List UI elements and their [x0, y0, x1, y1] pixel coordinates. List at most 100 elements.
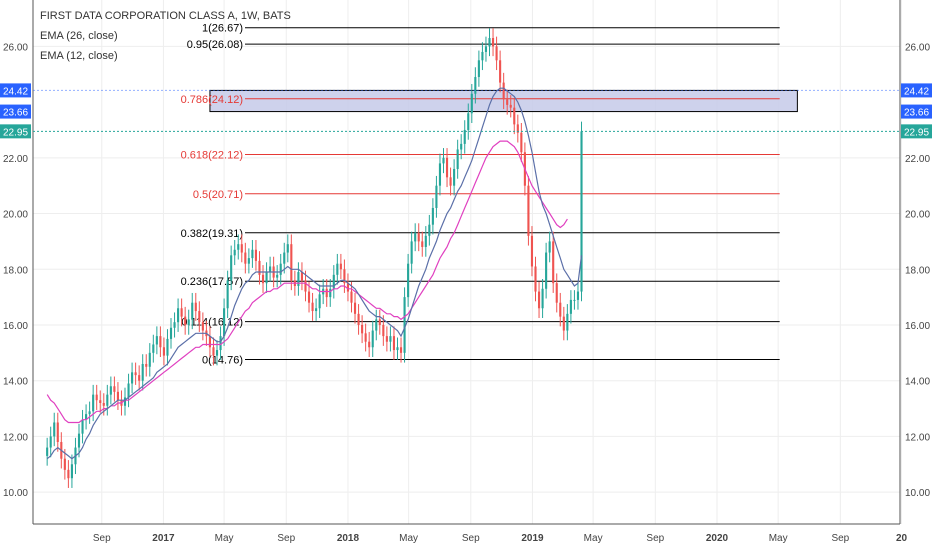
- chart-title: FIRST DATA CORPORATION CLASS A, 1W, BATS: [40, 10, 291, 22]
- x-tick-label: 2018: [337, 533, 360, 544]
- candle-body: [70, 464, 73, 479]
- y-tick-label-right: 16.00: [905, 321, 930, 332]
- candle-body: [251, 249, 254, 259]
- candle-body: [49, 436, 52, 448]
- candle-body: [237, 244, 240, 250]
- candle-body: [315, 308, 318, 312]
- candle-body: [141, 363, 144, 381]
- candle-body: [477, 60, 480, 78]
- candle-body: [371, 330, 374, 348]
- candle-body: [488, 38, 491, 47]
- candle-body: [138, 375, 141, 381]
- candle-body: [95, 394, 98, 401]
- candle-body: [566, 313, 569, 331]
- candle-body: [527, 185, 530, 236]
- y-tick-label-right: 20.00: [905, 210, 930, 221]
- y-tick-label-left: 14.00: [3, 377, 28, 388]
- candle-body: [152, 344, 155, 353]
- candle-body: [353, 302, 357, 314]
- candle-body: [403, 297, 406, 353]
- candle-body: [520, 132, 523, 153]
- fib-label: 0.786(24.12): [181, 94, 243, 106]
- candle-body: [230, 255, 233, 281]
- candle-body: [215, 350, 219, 356]
- candle-body: [467, 113, 470, 130]
- candle-body: [169, 327, 173, 339]
- price-tag-right: 24.42: [904, 86, 929, 97]
- candle-body: [240, 244, 243, 253]
- candle-body: [269, 266, 272, 273]
- fib-label: 0(14.76): [202, 355, 243, 367]
- candle-body: [265, 272, 268, 284]
- y-tick-label-left: 22.00: [3, 154, 28, 165]
- candle-body: [276, 274, 279, 278]
- candle-body: [85, 414, 88, 420]
- candle-body: [435, 185, 438, 208]
- price-tag-right-bg: [901, 124, 932, 139]
- x-tick-label: Sep: [93, 533, 111, 544]
- candles: [46, 28, 583, 488]
- candle-body: [460, 143, 463, 150]
- price-tag-left: 24.42: [3, 86, 28, 97]
- candle-body: [223, 308, 226, 337]
- candle-body: [378, 319, 381, 325]
- candle-body: [81, 419, 84, 434]
- candle-body: [548, 241, 551, 253]
- price-tag-right-bg: [901, 104, 932, 119]
- candle-body: [194, 302, 197, 312]
- candle-body: [219, 336, 222, 351]
- candle-body: [67, 469, 70, 479]
- price-tag-right: 22.95: [904, 127, 929, 138]
- ema-26-line: [46, 140, 568, 424]
- candle-body: [445, 157, 449, 178]
- candle-body: [516, 124, 519, 133]
- candle-body: [106, 394, 109, 406]
- x-tick-label: 2019: [521, 533, 544, 544]
- candle-body: [573, 299, 576, 301]
- candle-body: [290, 244, 293, 281]
- candle-body: [456, 149, 459, 169]
- candle-body: [226, 280, 229, 309]
- y-tick-label-right: 14.00: [905, 377, 930, 388]
- candle-body: [233, 249, 236, 256]
- candle-body: [123, 397, 127, 406]
- candle-body: [162, 347, 165, 356]
- candle-body: [438, 163, 442, 186]
- x-tick-label: May: [769, 533, 788, 544]
- candle-body: [534, 266, 537, 292]
- y-tick-label-left: 12.00: [3, 432, 28, 443]
- fib-label: 0.5(20.71): [193, 189, 243, 201]
- y-tick-label-left: 20.00: [3, 210, 28, 221]
- candle-body: [569, 299, 572, 314]
- candle-body: [361, 324, 364, 334]
- candle-body: [318, 294, 321, 309]
- grid: [33, 0, 903, 524]
- fib-label: 1(26.67): [202, 23, 243, 35]
- candle-body: [442, 157, 445, 164]
- candle-body: [506, 99, 509, 105]
- fib-label: 0.114(16.12): [181, 317, 243, 329]
- candle-body: [92, 394, 95, 412]
- candle-body: [191, 302, 194, 320]
- candle-body: [187, 319, 190, 325]
- price-tag-left-bg: [0, 83, 31, 98]
- candle-body: [88, 411, 91, 415]
- x-tick-label: May: [584, 533, 603, 544]
- candle-body: [109, 386, 112, 395]
- candle-body: [134, 372, 137, 376]
- candle-body: [499, 60, 502, 83]
- candle-body: [145, 363, 148, 367]
- candle-body: [350, 291, 353, 303]
- candle-body: [261, 274, 265, 284]
- candle-body: [343, 269, 346, 284]
- candle-body: [410, 241, 413, 264]
- candle-body: [286, 244, 289, 253]
- fib-label: 0.382(19.31): [181, 228, 243, 240]
- candle-body: [407, 263, 410, 298]
- fib-label: 0.618(22.12): [181, 149, 243, 161]
- candle-body: [396, 347, 399, 351]
- candle-body: [336, 263, 339, 275]
- candle-body: [148, 352, 151, 367]
